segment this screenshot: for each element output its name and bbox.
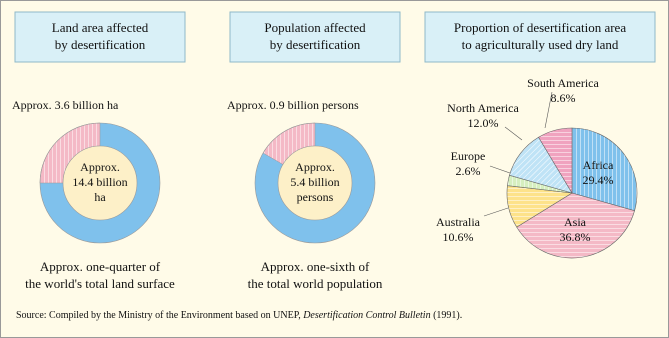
slice-value: 2.6% [456, 164, 481, 178]
caption: the total world population [248, 276, 383, 291]
leader-line [544, 91, 553, 129]
leader-line [489, 165, 511, 174]
slice-value: 8.6% [551, 91, 576, 105]
value-label: Approx. 0.9 billion persons [227, 98, 359, 112]
center-label: 5.4 billion [290, 175, 339, 189]
source-text: Source: Compiled by the Ministry of the … [16, 310, 303, 321]
caption: Approx. one-quarter of [40, 259, 161, 274]
source: Source: Compiled by the Ministry of the … [16, 310, 462, 321]
slice-value: 36.8% [560, 230, 591, 244]
center-label: Approx. [295, 160, 335, 174]
chart-title: Population affected [264, 20, 366, 35]
header-box [14, 11, 186, 63]
pie-slice [538, 127, 573, 195]
chart-title: Land area affected [52, 20, 149, 35]
chart-title: Proportion of desertification area [454, 20, 626, 35]
slice-name: South America [527, 76, 599, 90]
center-label: ha [94, 190, 106, 204]
slice-name: Asia [564, 215, 587, 229]
leader-line [504, 126, 523, 141]
caption: Approx. one-sixth of [261, 259, 370, 274]
chart-title: by desertification [55, 37, 146, 52]
value-label: Approx. 3.6 billion ha [12, 98, 119, 112]
source-year: (1991). [431, 310, 463, 321]
center-label: 14.4 billion [72, 175, 127, 189]
header-box [424, 11, 656, 63]
donut-edge [39, 122, 161, 244]
chart-title: by desertification [270, 37, 361, 52]
donut-center [277, 145, 353, 221]
slice-value: 12.0% [468, 116, 499, 130]
slice-name: Australia [436, 215, 481, 229]
donut-edge [254, 122, 376, 244]
header-box [229, 11, 401, 63]
slice-name: Europe [451, 149, 486, 163]
chart-title: to agriculturally used dry land [462, 37, 619, 52]
slice-name: Africa [583, 158, 614, 172]
source-title: Desertification Control Bulletin [302, 310, 430, 321]
leader-line [483, 207, 509, 217]
slice-value: 29.4% [583, 173, 614, 187]
center-label: Approx. [80, 160, 120, 174]
caption: the world's total land surface [25, 276, 175, 291]
pie-slice [571, 127, 638, 212]
donut-center [62, 145, 138, 221]
center-label: persons [297, 190, 334, 204]
slice-value: 10.6% [443, 230, 474, 244]
slice-name: North America [447, 101, 519, 115]
